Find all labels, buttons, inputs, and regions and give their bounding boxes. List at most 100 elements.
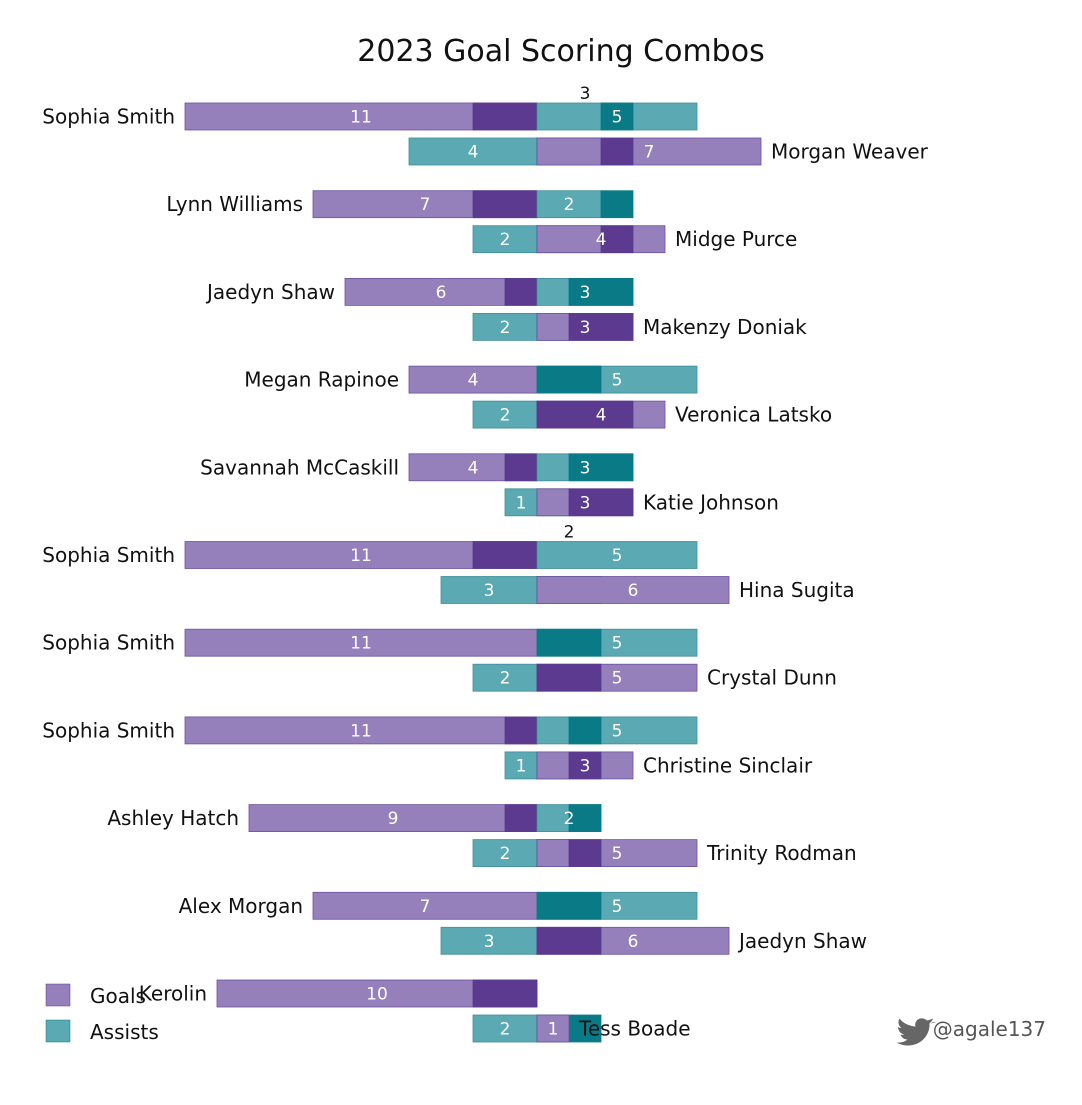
bar-combo-goals [472, 102, 538, 131]
goals-value-label: 11 [350, 721, 372, 741]
credit-handle: @agale137 [933, 1017, 1046, 1041]
bar-combo-assists [568, 453, 634, 482]
combo-count-label: 2 [564, 523, 575, 543]
legend-assists-swatch [45, 1019, 71, 1043]
bar-goals [184, 628, 538, 657]
bar-assists [440, 926, 538, 955]
assists-value-label: 3 [484, 932, 495, 952]
credit: @agale137 [896, 1017, 1046, 1046]
goals-value-label: 10 [366, 985, 388, 1005]
bar-assists [472, 400, 538, 429]
assists-value-label: 2 [500, 669, 511, 689]
assists-value-label: 2 [500, 406, 511, 426]
bar-combo-assists [568, 804, 602, 832]
goals-value-label: 1 [548, 1020, 559, 1040]
player-name-label: Sophia Smith [42, 718, 175, 742]
assists-value-label: 4 [468, 143, 479, 163]
bar-goals [536, 839, 698, 867]
bar-combo-goals [536, 400, 634, 429]
goals-value-label: 6 [436, 283, 447, 303]
goals-value-label: 6 [628, 932, 639, 952]
goals-value-label: 4 [468, 458, 479, 478]
player-name-label: Kerolin [139, 982, 207, 1006]
goals-value-label: 5 [612, 844, 623, 864]
player-name-label: Morgan Weaver [771, 140, 929, 164]
assists-value-label: 2 [500, 318, 511, 338]
player-name-label: Alex Morgan [179, 894, 303, 918]
goals-value-label: 4 [468, 371, 479, 391]
goals-value-label: 4 [596, 406, 607, 426]
bar-combo-assists [536, 628, 602, 657]
bar-goals [408, 365, 538, 394]
assists-value-label: 5 [612, 721, 623, 741]
goals-value-label: 7 [420, 195, 431, 215]
bar-goals [536, 137, 762, 166]
bar-combo-goals [536, 663, 602, 692]
twitter-bird-icon [896, 1018, 936, 1046]
bar-assists [472, 312, 538, 341]
bar-combo-goals [568, 751, 602, 780]
bar-assists [504, 488, 538, 517]
legend-assists-label: Assists [90, 1020, 159, 1044]
player-name-label: Jaedyn Shaw [205, 280, 335, 304]
goals-value-label: 11 [350, 546, 372, 566]
bar-combo-goals [568, 839, 602, 867]
assists-value-label: 3 [580, 458, 591, 478]
assists-value-label: 1 [516, 493, 527, 513]
goals-value-label: 11 [350, 634, 372, 654]
player-name-label: Christine Sinclair [643, 753, 813, 777]
bar-combo-goals [472, 979, 538, 1008]
bar-assists [472, 1014, 538, 1043]
player-name-label: Trinity Rodman [706, 841, 857, 865]
player-name-label: Crystal Dunn [707, 666, 837, 690]
player-name-label: Savannah McCaskill [200, 455, 399, 479]
bar-combo-goals [568, 312, 634, 341]
bar-goals [536, 576, 730, 604]
assists-value-label: 5 [612, 546, 623, 566]
bar-combo-assists [568, 716, 602, 745]
bar-assists [472, 225, 538, 254]
bar-combo-goals [472, 541, 538, 569]
bar-combo-goals [472, 190, 538, 219]
bar-assists [472, 663, 538, 692]
player-name-label: Sophia Smith [42, 543, 175, 567]
assists-value-label: 2 [564, 809, 575, 829]
bar-combo-goals [536, 926, 602, 955]
assists-value-label: 3 [580, 283, 591, 303]
bar-goals [248, 804, 538, 832]
bar-combo-assists [536, 891, 602, 920]
bar-goals [184, 716, 538, 745]
legend: Goals Assists [45, 983, 159, 1044]
bar-combo-goals [600, 137, 634, 166]
player-name-label: Tess Boade [578, 1017, 691, 1041]
goals-value-label: 3 [580, 493, 591, 513]
assists-value-label: 5 [612, 108, 623, 128]
bar-assists [536, 541, 698, 569]
assists-value-label: 2 [564, 195, 575, 215]
bar-assists [536, 190, 602, 219]
player-name-label: Veronica Latsko [675, 403, 832, 427]
assists-value-label: 5 [612, 371, 623, 391]
player-name-label: Lynn Williams [166, 192, 303, 216]
bar-goals [536, 1014, 570, 1043]
bar-assists [472, 839, 538, 867]
bar-combo-goals [504, 716, 538, 745]
goals-value-label: 11 [350, 108, 372, 128]
bar-combo-goals [504, 453, 538, 482]
player-name-label: Makenzy Doniak [643, 315, 807, 339]
player-name-label: Midge Purce [675, 227, 797, 251]
player-name-label: Hina Sugita [739, 578, 855, 602]
player-name-label: Sophia Smith [42, 631, 175, 655]
bar-combo-goals [504, 804, 538, 832]
bar-assists [536, 716, 698, 745]
assists-value-label: 1 [516, 756, 527, 776]
bar-combo-assists [600, 190, 634, 219]
bar-combo-assists [536, 365, 602, 394]
player-name-label: Sophia Smith [42, 105, 175, 129]
chart-title: 2023 Goal Scoring Combos [357, 34, 764, 69]
player-name-label: Jaedyn Shaw [737, 929, 867, 953]
player-name-label: Ashley Hatch [107, 806, 239, 830]
goals-value-label: 4 [596, 230, 607, 250]
